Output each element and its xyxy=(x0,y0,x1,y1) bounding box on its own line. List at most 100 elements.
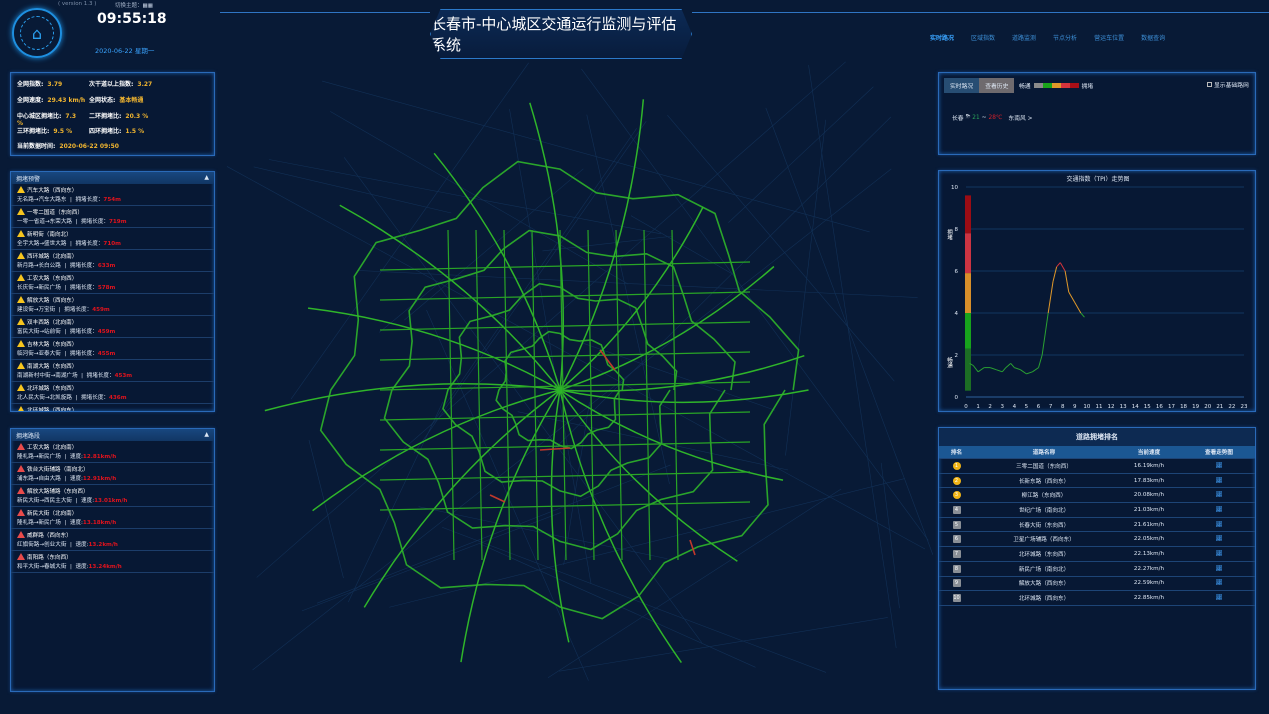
arterial-road xyxy=(560,266,774,390)
ranking-row[interactable]: 8 新民广场（南向北） 22.27km/h 📈︎ xyxy=(939,562,1255,577)
warning-icon xyxy=(17,230,25,237)
trend-chart-icon[interactable]: 📈︎ xyxy=(1184,492,1254,498)
trend-chart-icon[interactable]: 📈︎ xyxy=(1184,595,1254,601)
congested-sections-panel: 拥堵路段 ▲ 工农大路（北向南） 隆礼路→新民广场 | 速度:12.81km/h … xyxy=(10,428,215,692)
current-speed: 20.08km/h xyxy=(1114,492,1184,498)
speed-label: 速度: xyxy=(70,454,83,460)
tpi-chart: 交通指数（TPI）走势图02468100 1 2 3 4 5 6 7 8 9 10 11 12 13 14 1… xyxy=(939,171,1257,413)
current-speed: 22.59km/h xyxy=(1114,580,1184,586)
arterial-road xyxy=(551,390,568,642)
trend-chart-icon[interactable]: 📈︎ xyxy=(1184,522,1254,528)
warning-item[interactable]: 一零二国道（东向西） 一零一省道→东荣大路 | 拥堵长度：719m xyxy=(11,206,214,228)
trend-chart-icon[interactable]: 📈︎ xyxy=(1184,580,1254,586)
warning-item[interactable]: 北环城路（西向东） xyxy=(11,404,214,412)
home-icon: ⌂ xyxy=(20,16,54,50)
nav-road-monitor[interactable]: 道路监测 xyxy=(1012,33,1036,42)
congested-item[interactable]: 工农大路（北向南） 隆礼路→新民广场 | 速度:12.81km/h xyxy=(11,441,214,463)
legend-smooth: 畅通 xyxy=(1019,81,1031,90)
warning-item[interactable]: 工农大路（东向西） 长庆街→新民广场 | 拥堵长度：578m xyxy=(11,272,214,294)
congested-segment[interactable] xyxy=(490,495,505,502)
collapse-icon[interactable]: ▲ xyxy=(204,174,209,182)
route: 长庆街→新民广场 xyxy=(17,285,61,291)
road-network-map[interactable] xyxy=(220,60,935,714)
history-button[interactable]: 查看历史 xyxy=(979,78,1014,93)
length-label: 拥堵长度： xyxy=(87,373,115,379)
ranking-row[interactable]: 1 三零二国道（东向西） 16.19km/h 📈︎ xyxy=(939,459,1255,474)
warning-item[interactable]: 解放大路（西向东） 建设街→万宝街 | 拥堵长度：459m xyxy=(11,294,214,316)
theme-switch[interactable]: 切换主题：▦▦ xyxy=(115,1,153,9)
tpi-line-segment xyxy=(1042,313,1048,355)
warning-item[interactable]: 新明街（南向北） 全宇大路→盛世大路 | 拥堵长度：710m xyxy=(11,228,214,250)
checkbox[interactable] xyxy=(1207,82,1212,87)
band-top-label: 拥堵 xyxy=(946,228,953,242)
home-button[interactable]: ⌂ xyxy=(12,8,62,58)
road-name: 长春大街（东向西） xyxy=(974,521,1114,529)
warning-icon xyxy=(17,406,25,412)
band-bottom-label: 畅通 xyxy=(946,356,953,370)
warning-icon xyxy=(17,362,25,369)
nav-area-index[interactable]: 区域指数 xyxy=(971,33,995,42)
speed-label: 速度: xyxy=(75,542,88,548)
ranking-row[interactable]: 9 解放大路（西向东） 22.59km/h 📈︎ xyxy=(939,577,1255,592)
ranking-row[interactable]: 2 长新东路（西向东） 17.83km/h 📈︎ xyxy=(939,474,1255,489)
ranking-rows: 1 三零二国道（东向西） 16.19km/h 📈︎ 2 长新东路（西向东） 17… xyxy=(939,459,1255,606)
base-street xyxy=(254,167,452,213)
nav-realtime[interactable]: 实时路况 xyxy=(930,33,954,42)
route: 新民大街→西民主大街 xyxy=(17,498,72,504)
ranking-row[interactable]: 6 卫星广场辅路（西向东） 22.05km/h 📈︎ xyxy=(939,532,1255,547)
trend-chart-icon[interactable]: 📈︎ xyxy=(1184,507,1254,513)
ranking-row[interactable]: 7 北环城路（东向西） 22.13km/h 📈︎ xyxy=(939,547,1255,562)
warning-list[interactable]: 汽车大路（西向东） 无名路→汽车大路东 | 拥堵长度：754m 一零二国道（东向… xyxy=(11,184,214,412)
road-name: 解放大路辅路（东向西） xyxy=(27,489,89,495)
base-street xyxy=(667,115,894,381)
street xyxy=(380,352,750,360)
ranking-row[interactable]: 10 北环城路（西向东） 22.85km/h 📈︎ xyxy=(939,591,1255,606)
base-street xyxy=(302,513,561,611)
ranking-row[interactable]: 4 世纪广场（南向北） 21.03km/h 📈︎ xyxy=(939,503,1255,518)
warning-item[interactable]: 吉林大路（东向西） 临河街→亚泰大街 | 拥堵长度：455m xyxy=(11,338,214,360)
congested-item[interactable]: 铁台大街辅路（南向北） 浦东路→自由大路 | 速度:12.91km/h xyxy=(11,463,214,485)
x-tick-label: 5 xyxy=(1025,404,1029,410)
ranking-row[interactable]: 3 柳江路（东向西） 20.08km/h 📈︎ xyxy=(939,488,1255,503)
congested-segment[interactable] xyxy=(690,540,695,555)
congestion-warning-panel: 拥堵预警 ▲ 汽车大路（西向东） 无名路→汽车大路东 | 拥堵长度：754m 一零… xyxy=(10,171,215,412)
road-name: 南湖大路（东向西） xyxy=(27,364,77,370)
congested-segment[interactable] xyxy=(540,448,570,450)
congested-segment[interactable] xyxy=(600,350,615,370)
congested-list[interactable]: 工农大路（北向南） 隆礼路→新民广场 | 速度:12.81km/h 铁台大街辅路… xyxy=(11,441,214,573)
nav-vehicle-location[interactable]: 营运车位置 xyxy=(1094,33,1124,42)
collapse-icon[interactable]: ▲ xyxy=(204,431,209,439)
warning-item[interactable]: 汽车大路（西向东） 无名路→汽车大路东 | 拥堵长度：754m xyxy=(11,184,214,206)
warning-item[interactable]: 南湖大路（东向西） 南湖新村中街→南湖广场 | 拥堵长度：453m xyxy=(11,360,214,382)
x-tick-label: 9 xyxy=(1073,404,1077,410)
tpi-line-segment xyxy=(1026,372,1032,374)
trend-chart-icon[interactable]: 📈︎ xyxy=(1184,551,1254,557)
congested-item[interactable]: 威群路（西向东） 红旗街路→创业大街 | 速度:13.2km/h xyxy=(11,529,214,551)
trend-chart-icon[interactable]: 📈︎ xyxy=(1184,463,1254,469)
road-name: 解放大路（西向东） xyxy=(974,579,1114,587)
congested-item[interactable]: 新民大街（北向南） 隆礼路→新民广场 | 速度:13.18km/h xyxy=(11,507,214,529)
congested-item[interactable]: 南阳路（东向西） 和平大街→春城大街 | 速度:13.24km/h xyxy=(11,551,214,573)
realtime-button[interactable]: 实时路况 xyxy=(944,78,979,93)
nav-data-query[interactable]: 数据查询 xyxy=(1141,33,1165,42)
warning-item[interactable]: 北环城路（东向西） 北人民大街→北凯旋路 | 拥堵长度：436m xyxy=(11,382,214,404)
route: 北人民大街→北凯旋路 xyxy=(17,395,72,401)
route: 红旗街路→创业大街 xyxy=(17,542,66,548)
nav-node-analysis[interactable]: 节点分析 xyxy=(1053,33,1077,42)
road-name: 卫星广场辅路（西向东） xyxy=(974,535,1114,543)
trend-chart-icon[interactable]: 📈︎ xyxy=(1184,478,1254,484)
weather-widget[interactable]: 长春 ⛈ 21 ~28℃ 东南风 > xyxy=(952,113,1032,122)
y-tick-label: 6 xyxy=(955,269,959,275)
congested-item[interactable]: 解放大路辅路（东向西） 新民大街→西民主大街 | 速度:13.01km/h xyxy=(11,485,214,507)
warning-icon xyxy=(17,296,25,303)
warning-item[interactable]: 西环城路（北向南） 新月路→长白公路 | 拥堵长度：633m xyxy=(11,250,214,272)
congestion-legend: 畅通 拥堵 xyxy=(1019,81,1093,90)
x-tick-label: 19 xyxy=(1192,404,1199,410)
show-base-network-toggle[interactable]: 显示基础路网 xyxy=(1207,82,1253,90)
warning-item[interactable]: 双丰西路（北向南） 富民大街→站前街 | 拥堵长度：459m xyxy=(11,316,214,338)
trend-chart-icon[interactable]: 📈︎ xyxy=(1184,536,1254,542)
thunderstorm-icon: ⛈ xyxy=(966,114,971,121)
trend-chart-icon[interactable]: 📈︎ xyxy=(1184,566,1254,572)
road-name: 三零二国道（东向西） xyxy=(974,462,1114,470)
ranking-row[interactable]: 5 长春大街（东向西） 21.61km/h 📈︎ xyxy=(939,518,1255,533)
